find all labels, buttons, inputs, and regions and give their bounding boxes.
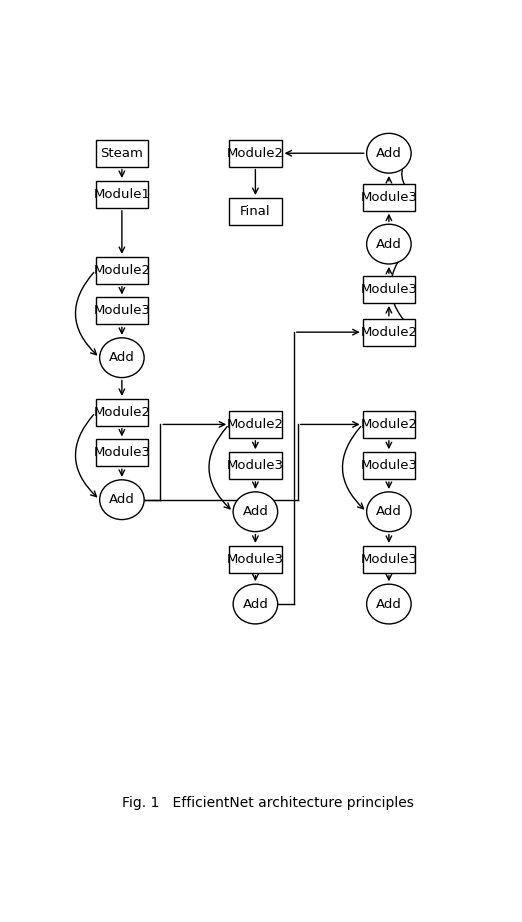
- Bar: [229, 411, 282, 438]
- Text: Add: Add: [242, 505, 268, 518]
- Text: Module3: Module3: [360, 553, 418, 566]
- Text: Module3: Module3: [227, 459, 284, 472]
- Text: Add: Add: [376, 147, 402, 160]
- Bar: [96, 399, 148, 426]
- Text: Module2: Module2: [227, 418, 284, 431]
- Bar: [229, 140, 282, 167]
- Text: Module2: Module2: [360, 325, 418, 338]
- Text: Module3: Module3: [360, 191, 418, 204]
- Text: Module2: Module2: [227, 147, 284, 160]
- Bar: [363, 546, 415, 573]
- Ellipse shape: [366, 134, 411, 173]
- Text: Final: Final: [240, 205, 271, 218]
- Bar: [96, 181, 148, 207]
- Bar: [96, 257, 148, 284]
- Ellipse shape: [233, 585, 278, 624]
- Ellipse shape: [366, 585, 411, 624]
- Bar: [96, 140, 148, 167]
- Ellipse shape: [233, 491, 278, 532]
- Bar: [96, 298, 148, 325]
- Ellipse shape: [366, 224, 411, 264]
- Bar: [363, 411, 415, 438]
- Text: Module2: Module2: [93, 264, 150, 277]
- Text: Add: Add: [376, 238, 402, 251]
- Text: Steam: Steam: [100, 147, 144, 160]
- Bar: [363, 452, 415, 479]
- Ellipse shape: [100, 337, 144, 378]
- Text: Module2: Module2: [360, 418, 418, 431]
- Text: Fig. 1   EfficientNet architecture principles: Fig. 1 EfficientNet architecture princip…: [122, 796, 413, 810]
- Text: Module3: Module3: [360, 283, 418, 296]
- Text: Add: Add: [376, 505, 402, 518]
- Bar: [363, 276, 415, 303]
- Text: Add: Add: [242, 597, 268, 610]
- Bar: [229, 198, 282, 225]
- Text: Module3: Module3: [360, 459, 418, 472]
- Bar: [363, 319, 415, 346]
- Text: Add: Add: [109, 493, 135, 506]
- Text: Module3: Module3: [93, 304, 150, 317]
- Ellipse shape: [100, 479, 144, 520]
- Ellipse shape: [366, 491, 411, 532]
- Text: Module2: Module2: [93, 406, 150, 419]
- Bar: [229, 452, 282, 479]
- Bar: [96, 440, 148, 467]
- Text: Module1: Module1: [93, 188, 150, 201]
- Text: Add: Add: [109, 351, 135, 364]
- Text: Module3: Module3: [227, 553, 284, 566]
- Text: Add: Add: [376, 597, 402, 610]
- Bar: [363, 183, 415, 211]
- Bar: [229, 546, 282, 573]
- Text: Module3: Module3: [93, 446, 150, 459]
